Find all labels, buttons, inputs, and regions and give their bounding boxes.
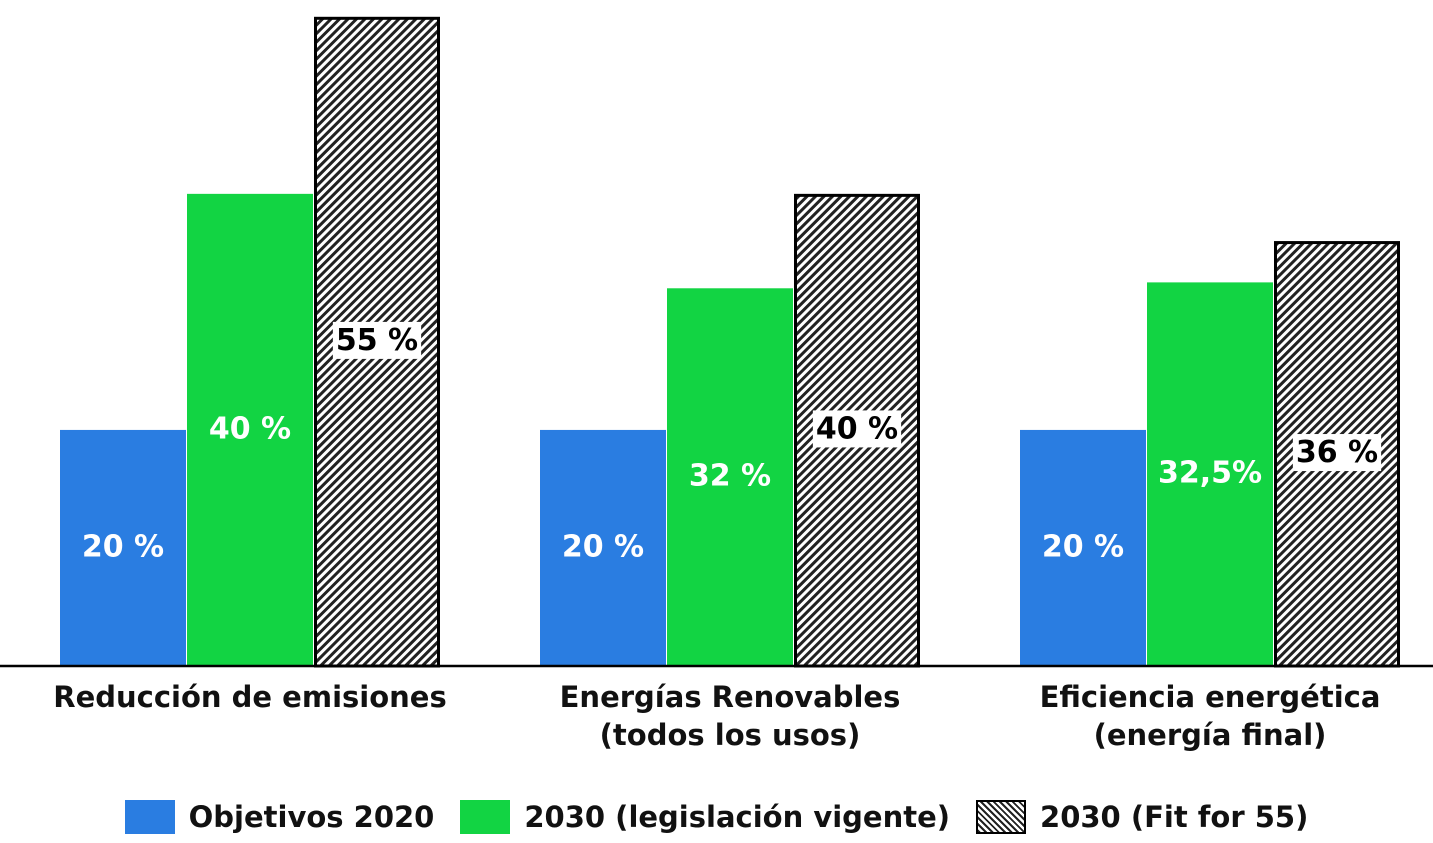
data-label: 20 % [82, 529, 164, 564]
bar [667, 288, 793, 666]
legend-item: 2030 (Fit for 55) [976, 800, 1308, 834]
legend-item: 2030 (legislación vigente) [460, 800, 950, 834]
category-label: Reducción de emisiones [53, 680, 447, 714]
bar [540, 429, 666, 666]
category-label: Energías Renovables (todos los usos) [559, 680, 901, 752]
legend-swatch [976, 800, 1027, 834]
label-background [332, 321, 422, 359]
data-label: 36 % [1296, 435, 1378, 470]
data-label: 32,5% [1158, 456, 1262, 491]
category-label: Eficiencia energética (energía final) [1039, 680, 1381, 752]
data-label: 40 % [816, 411, 898, 446]
data-label: 40 % [209, 411, 291, 446]
data-label: 32 % [689, 459, 771, 494]
legend: Objetivos 2020 2030 (legislación vigente)… [0, 800, 1433, 834]
data-label: 20 % [562, 529, 644, 564]
bar [187, 193, 313, 666]
bar [1147, 282, 1273, 666]
legend-label: 2030 (legislación vigente) [524, 800, 951, 834]
bar [60, 429, 186, 666]
legend-swatch [460, 800, 511, 834]
legend-label: 2030 (Fit for 55) [1040, 800, 1309, 834]
label-background [812, 410, 902, 448]
bar [1020, 429, 1146, 666]
legend-swatch [124, 800, 175, 834]
data-label: 20 % [1042, 529, 1124, 564]
legend-item: Objetivos 2020 [124, 800, 435, 834]
data-label: 55 % [336, 323, 418, 358]
legend-label: Objetivos 2020 [188, 800, 435, 834]
label-background [1292, 434, 1382, 472]
